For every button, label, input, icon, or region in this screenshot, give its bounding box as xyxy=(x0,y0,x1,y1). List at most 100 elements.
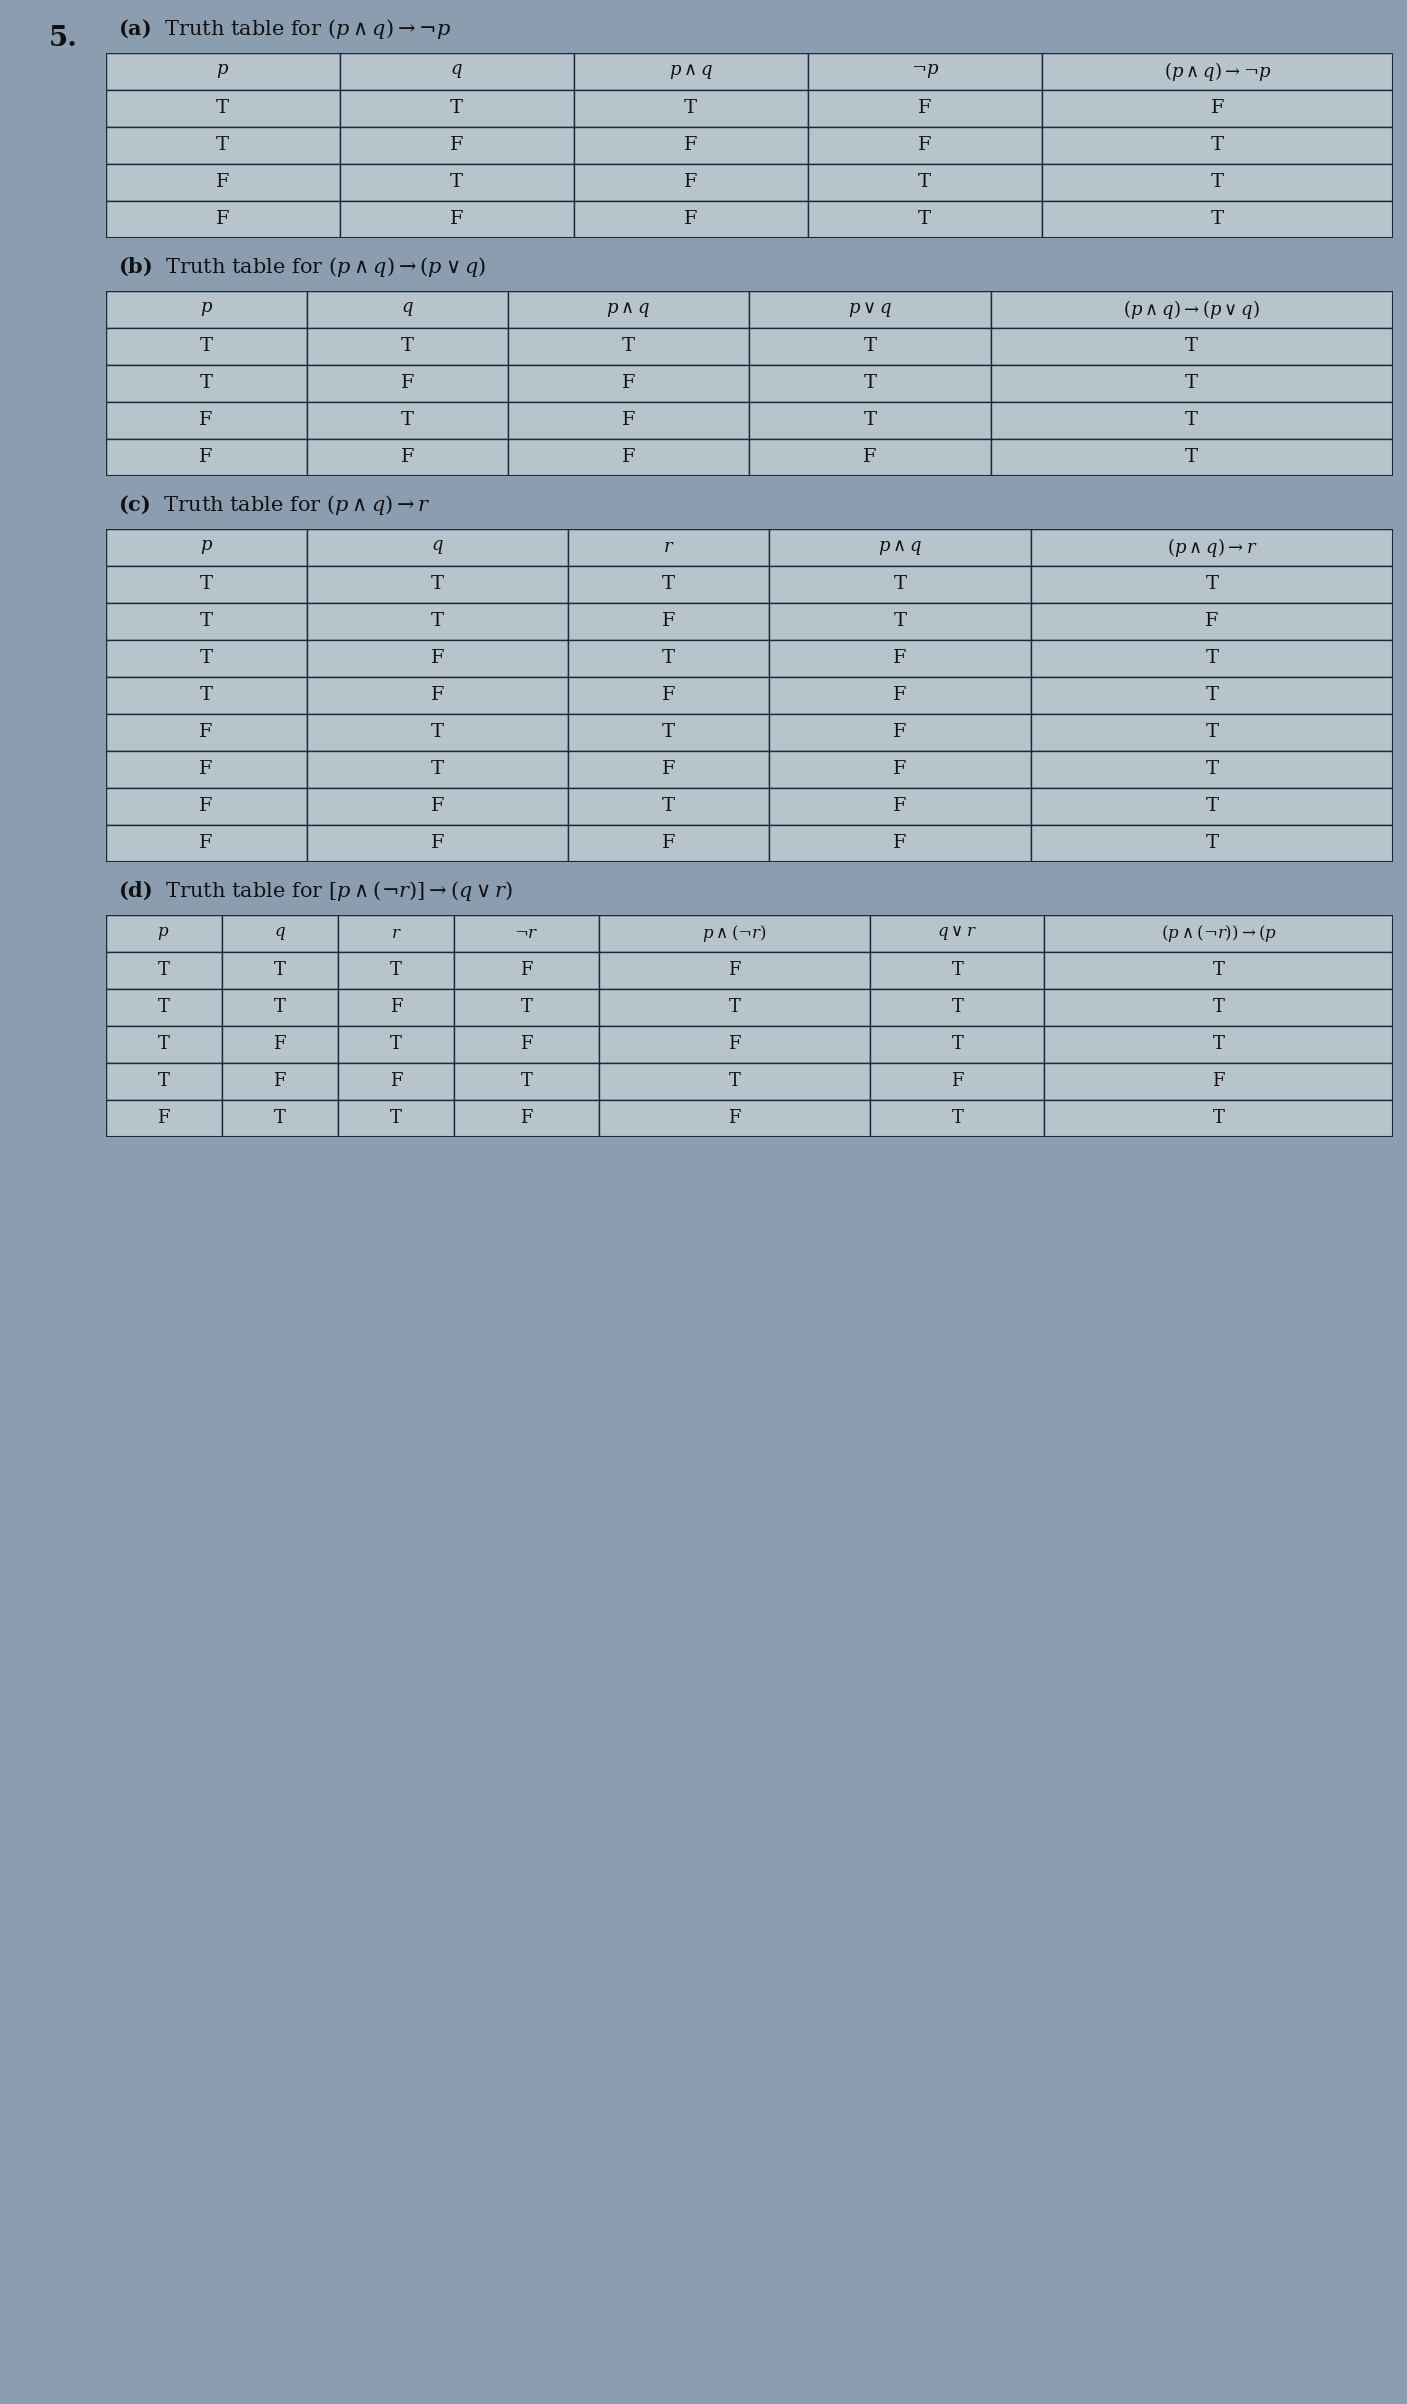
Text: F: F xyxy=(215,173,229,192)
Text: $p\wedge q$: $p\wedge q$ xyxy=(606,300,650,320)
Text: $p\wedge q$: $p\wedge q$ xyxy=(668,63,713,82)
Bar xyxy=(338,1027,454,1063)
Bar xyxy=(870,1027,1044,1063)
Bar xyxy=(1031,825,1393,861)
Text: F: F xyxy=(1213,1072,1225,1089)
Text: $q\vee r$: $q\vee r$ xyxy=(937,923,978,942)
Bar xyxy=(307,750,568,789)
Bar xyxy=(749,291,991,327)
Text: T: T xyxy=(1206,760,1218,779)
Text: T: T xyxy=(951,962,964,978)
Bar xyxy=(106,202,339,238)
Text: T: T xyxy=(1206,649,1218,668)
Bar xyxy=(1031,750,1393,789)
Text: F: F xyxy=(729,1036,741,1053)
Text: T: T xyxy=(200,685,212,704)
Bar xyxy=(307,603,568,639)
Bar xyxy=(106,127,339,163)
Bar xyxy=(870,914,1044,952)
Bar xyxy=(770,639,1031,676)
Text: T: T xyxy=(431,760,445,779)
Text: T: T xyxy=(1211,137,1224,154)
Text: T: T xyxy=(274,962,286,978)
Bar xyxy=(770,789,1031,825)
Bar xyxy=(222,1099,338,1137)
Text: F: F xyxy=(450,212,463,228)
Text: T: T xyxy=(1185,337,1199,356)
Text: F: F xyxy=(200,724,212,740)
Text: F: F xyxy=(622,411,636,430)
Bar xyxy=(749,365,991,401)
Text: F: F xyxy=(273,1036,286,1053)
Bar xyxy=(1041,127,1393,163)
Bar xyxy=(574,89,808,127)
Bar xyxy=(1031,565,1393,603)
Bar xyxy=(1031,676,1393,714)
Bar xyxy=(106,163,339,202)
Bar xyxy=(749,440,991,476)
Bar xyxy=(808,202,1041,238)
Bar xyxy=(222,914,338,952)
Bar xyxy=(307,639,568,676)
Bar xyxy=(338,1063,454,1099)
Text: $\mathbf{(c)}$  Truth table for $(p \wedge q) \rightarrow r$: $\mathbf{(c)}$ Truth table for $(p \wedg… xyxy=(118,493,432,517)
Text: T: T xyxy=(390,1108,402,1127)
Text: F: F xyxy=(431,834,445,851)
Bar xyxy=(870,1063,1044,1099)
Text: T: T xyxy=(864,411,877,430)
Text: T: T xyxy=(1206,834,1218,851)
Bar xyxy=(1044,1063,1393,1099)
Text: T: T xyxy=(663,724,675,740)
Bar xyxy=(307,825,568,861)
Text: $q$: $q$ xyxy=(401,300,414,317)
Text: $\mathbf{(b)}$  Truth table for $(p \wedge q) \rightarrow (p \vee q)$: $\mathbf{(b)}$ Truth table for $(p \wedg… xyxy=(118,255,487,279)
Bar xyxy=(106,53,339,89)
Bar xyxy=(808,53,1041,89)
Text: F: F xyxy=(684,212,698,228)
Text: $(p\wedge q)\rightarrow (p\vee q)$: $(p\wedge q)\rightarrow (p\vee q)$ xyxy=(1123,298,1261,320)
Bar xyxy=(1044,1027,1393,1063)
Bar xyxy=(339,202,574,238)
Bar xyxy=(1031,789,1393,825)
Text: $r$: $r$ xyxy=(663,538,674,555)
Text: T: T xyxy=(1206,575,1218,594)
Bar xyxy=(307,365,508,401)
Text: F: F xyxy=(862,447,877,466)
Bar xyxy=(106,1063,222,1099)
Text: $(p\wedge q)\rightarrow r$: $(p\wedge q)\rightarrow r$ xyxy=(1166,536,1256,558)
Bar xyxy=(106,1099,222,1137)
Bar xyxy=(1044,1099,1393,1137)
Bar xyxy=(770,529,1031,565)
Bar xyxy=(1044,914,1393,952)
Text: F: F xyxy=(390,998,402,1017)
Text: T: T xyxy=(390,962,402,978)
Text: T: T xyxy=(200,337,212,356)
Bar xyxy=(1031,714,1393,750)
Text: T: T xyxy=(1206,724,1218,740)
Text: T: T xyxy=(663,575,675,594)
Text: F: F xyxy=(401,375,414,392)
Bar xyxy=(307,565,568,603)
Text: T: T xyxy=(1213,1036,1224,1053)
Text: T: T xyxy=(729,1072,740,1089)
Text: F: F xyxy=(431,649,445,668)
Bar xyxy=(339,163,574,202)
Text: T: T xyxy=(200,575,212,594)
Text: $p\wedge (\neg r)$: $p\wedge (\neg r)$ xyxy=(702,923,767,942)
Bar xyxy=(749,401,991,440)
Text: T: T xyxy=(158,998,169,1017)
Bar xyxy=(749,327,991,365)
Text: T: T xyxy=(274,998,286,1017)
Bar xyxy=(106,825,307,861)
Text: T: T xyxy=(200,375,212,392)
Text: $\mathbf{(d)}$  Truth table for $[p \wedge (\neg r)] \rightarrow (q \vee r)$: $\mathbf{(d)}$ Truth table for $[p \wedg… xyxy=(118,877,514,902)
Text: T: T xyxy=(951,1036,964,1053)
Bar xyxy=(574,53,808,89)
Bar xyxy=(991,327,1393,365)
Bar xyxy=(508,401,749,440)
Bar xyxy=(106,789,307,825)
Bar xyxy=(568,639,770,676)
Bar xyxy=(454,1099,599,1137)
Text: F: F xyxy=(390,1072,402,1089)
Bar xyxy=(574,202,808,238)
